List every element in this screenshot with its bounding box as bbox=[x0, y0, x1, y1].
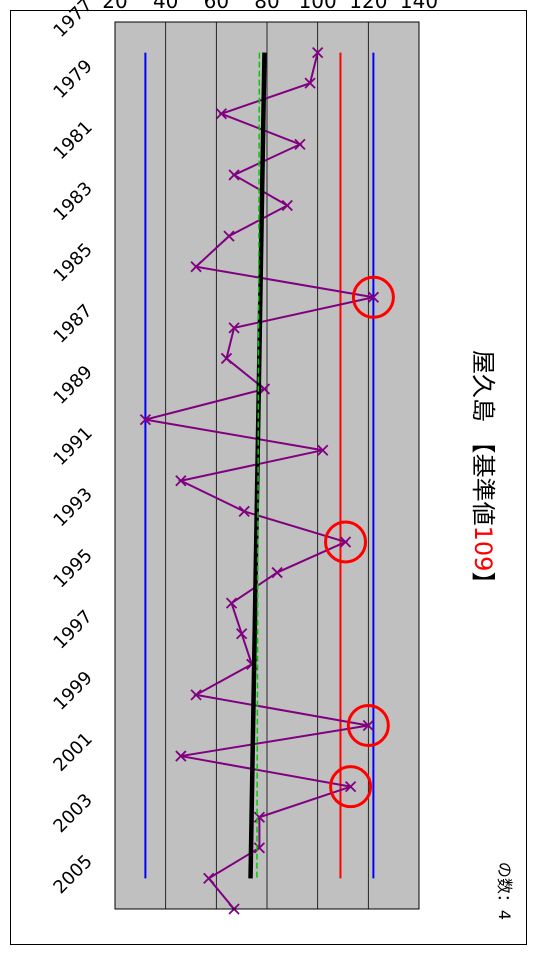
data-point bbox=[228, 169, 240, 181]
y-tick-labels: 20 40 60 80 100 120 140 bbox=[102, 0, 438, 13]
highlight-group bbox=[324, 275, 395, 809]
x-tick-label: 1985 bbox=[49, 239, 96, 286]
reference-lines bbox=[144, 52, 375, 879]
data-point bbox=[344, 781, 357, 793]
data-point bbox=[238, 505, 250, 518]
point-mark bbox=[294, 138, 306, 150]
point-mark bbox=[362, 719, 374, 732]
data-point bbox=[362, 719, 374, 732]
series-group bbox=[139, 46, 380, 915]
data-point bbox=[203, 872, 215, 885]
data-point bbox=[253, 811, 266, 823]
data-point bbox=[223, 230, 235, 242]
point-mark bbox=[281, 199, 293, 212]
data-point bbox=[294, 138, 306, 150]
x-tick-label: 1997 bbox=[49, 606, 96, 653]
y-tick-label: 40 bbox=[153, 0, 178, 13]
data-point bbox=[236, 628, 248, 640]
x-tick-label: 1989 bbox=[49, 362, 96, 409]
title-text: 屋久島 【基準値 bbox=[469, 350, 497, 526]
data-point bbox=[253, 842, 266, 854]
plot-border bbox=[114, 21, 420, 910]
point-mark bbox=[258, 383, 271, 395]
title-value: 109 bbox=[469, 526, 497, 572]
data-point bbox=[175, 750, 187, 762]
point-mark bbox=[228, 322, 240, 334]
data-point bbox=[175, 475, 187, 487]
point-mark bbox=[339, 536, 352, 548]
y-tick-label: 60 bbox=[204, 0, 229, 13]
x-tick-label: 1983 bbox=[49, 178, 96, 225]
y-tick-label: 20 bbox=[102, 0, 127, 13]
chart-rotated-group: 1977 1979 1981 1983 1985 1987 1989 1991 1993 1995… bbox=[49, 0, 514, 920]
data-point bbox=[258, 383, 271, 395]
x-tick-label: 1999 bbox=[49, 667, 96, 714]
data-point bbox=[139, 413, 152, 426]
point-mark bbox=[139, 413, 152, 426]
x-tick-label: 1993 bbox=[49, 484, 96, 531]
trend-line bbox=[248, 52, 267, 879]
data-point bbox=[367, 291, 380, 303]
data-point bbox=[312, 46, 324, 59]
point-mark bbox=[271, 566, 283, 579]
point-mark bbox=[317, 444, 329, 456]
x-tick-label: 2003 bbox=[49, 790, 96, 837]
point-mark bbox=[304, 77, 316, 89]
x-tick-label: 1981 bbox=[49, 117, 96, 164]
gridlines bbox=[165, 22, 369, 909]
point-mark bbox=[203, 872, 215, 885]
y-tick-label: 100 bbox=[299, 0, 337, 13]
trend-line-2 bbox=[256, 52, 261, 879]
y-tick-label: 120 bbox=[349, 0, 387, 13]
point-mark bbox=[344, 781, 357, 793]
point-mark bbox=[190, 689, 202, 701]
point-mark bbox=[312, 46, 324, 59]
data-point bbox=[225, 597, 238, 609]
trend-group bbox=[248, 52, 267, 879]
point-mark bbox=[228, 169, 240, 181]
point-mark bbox=[253, 842, 266, 854]
x-tick-label: 2001 bbox=[49, 729, 96, 776]
y-tick-label: 140 bbox=[400, 0, 438, 13]
point-mark bbox=[175, 475, 187, 487]
x-tick-label: 1977 bbox=[49, 0, 96, 42]
data-point bbox=[304, 77, 316, 89]
point-mark bbox=[220, 352, 233, 365]
highlight-circle bbox=[346, 703, 390, 747]
x-tick-labels: 1977 1979 1981 1983 1985 1987 1989 1991 1993 1995… bbox=[49, 0, 96, 898]
point-mark bbox=[236, 628, 248, 640]
point-mark bbox=[253, 811, 266, 823]
point-mark bbox=[225, 597, 238, 609]
data-point bbox=[220, 352, 233, 365]
point-mark bbox=[215, 108, 228, 120]
data-point bbox=[317, 444, 329, 456]
y-tick-label: 80 bbox=[254, 0, 279, 13]
x-tick-label: 1979 bbox=[49, 56, 96, 103]
point-mark bbox=[238, 505, 250, 518]
chart-title: 屋久島 【基準値109】 bbox=[469, 350, 497, 595]
x-tick-label: 1987 bbox=[49, 300, 96, 347]
data-point bbox=[271, 566, 283, 579]
data-point bbox=[215, 108, 228, 120]
point-mark bbox=[223, 230, 235, 242]
data-point bbox=[190, 689, 202, 701]
data-point bbox=[281, 199, 293, 212]
x-tick-label: 2005 bbox=[49, 851, 96, 898]
data-point bbox=[228, 322, 240, 334]
data-point bbox=[190, 261, 202, 273]
title-close: 】 bbox=[469, 571, 497, 595]
data-point bbox=[339, 536, 352, 548]
point-mark bbox=[367, 291, 380, 303]
highlight-circle bbox=[351, 275, 395, 319]
count-label: の数：4 bbox=[495, 862, 514, 920]
point-mark bbox=[175, 750, 187, 762]
x-tick-label: 1995 bbox=[49, 545, 96, 592]
highlight-circle bbox=[329, 765, 373, 809]
highlight-circle bbox=[324, 520, 368, 564]
point-mark bbox=[190, 261, 202, 273]
x-tick-label: 1991 bbox=[49, 423, 96, 470]
